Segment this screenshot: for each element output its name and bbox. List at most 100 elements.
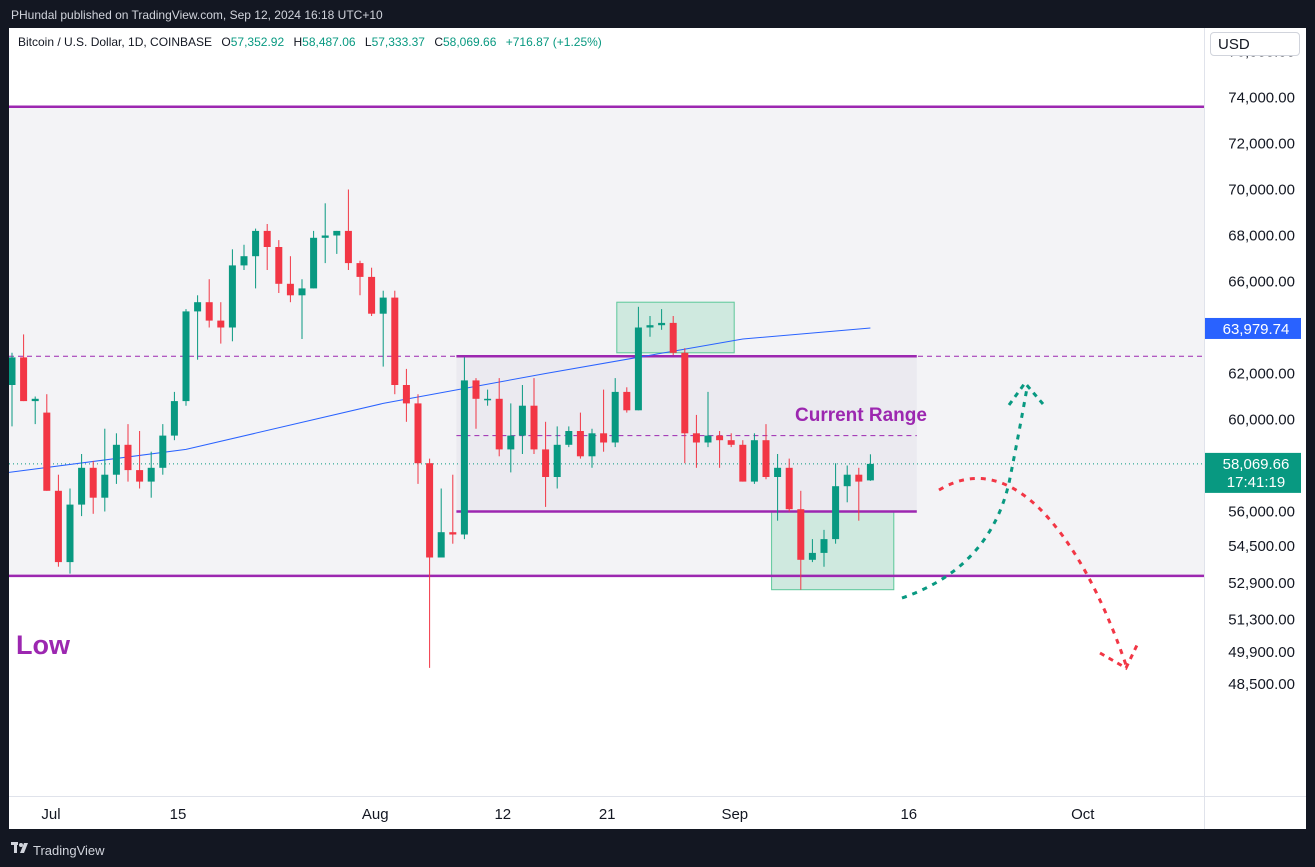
candle [553, 444, 561, 477]
candle [762, 440, 770, 477]
candle [286, 283, 294, 296]
ma-price-badge-text: 63,979.74 [1223, 321, 1290, 338]
low-label: Low [16, 630, 71, 660]
candle [391, 297, 399, 385]
candle [646, 325, 654, 328]
candle [600, 433, 608, 443]
price-tick-label: 62,000.00 [1228, 366, 1295, 383]
time-tick-label: 21 [599, 806, 616, 823]
tradingview-logo-icon [11, 842, 28, 853]
last-price-badge-text: 58,069.66 [1223, 456, 1290, 473]
candle [368, 276, 376, 314]
candle [240, 256, 248, 266]
candle [379, 297, 387, 314]
candle [681, 352, 689, 434]
candle [333, 230, 341, 236]
low-value: 57,333.37 [371, 35, 425, 49]
candle [658, 322, 666, 326]
candle [298, 288, 306, 296]
high-value: 58,487.06 [302, 35, 356, 49]
candle [159, 435, 167, 468]
candle [78, 467, 86, 505]
close-label: C [434, 35, 443, 49]
candle [460, 380, 468, 535]
candle [855, 474, 863, 482]
candle [774, 467, 782, 477]
ma-price-badge [1205, 317, 1301, 339]
symbol-title: Bitcoin / U.S. Dollar, 1D, COINBASE [18, 35, 213, 49]
candle [739, 444, 747, 482]
time-tick-label: 12 [494, 806, 511, 823]
bullish-projection-path [901, 387, 1029, 600]
last-price-badge [1205, 452, 1301, 493]
candle [808, 552, 816, 560]
candle [449, 532, 457, 535]
publish-text: PHundal published on TradingView.com, Se… [11, 8, 383, 22]
price-tick-label: 66,000.00 [1228, 274, 1295, 291]
candle [112, 444, 120, 475]
candle [402, 385, 410, 404]
candle [263, 230, 271, 247]
candle [866, 463, 874, 481]
candle [252, 230, 260, 257]
price-tick-label: 70,000.00 [1228, 182, 1295, 199]
candle [136, 470, 144, 482]
candle [205, 302, 213, 321]
low-label: L [364, 35, 372, 49]
bearish-projection-path [938, 476, 1128, 666]
countdown-badge-text: 17:41:19 [1227, 474, 1285, 491]
candle [321, 235, 329, 238]
change-value: +716.87 (+1.25%) [505, 35, 602, 49]
close-value: 58,069.66 [442, 35, 497, 49]
candle [623, 391, 631, 411]
candle [727, 440, 735, 445]
high-label: H [293, 35, 303, 49]
price-tick-label: 56,000.00 [1228, 504, 1295, 521]
candle [437, 532, 445, 558]
price-tick-label: 68,000.00 [1228, 228, 1295, 245]
plot-area: Current Range Low [9, 105, 1204, 671]
price-tick-label: 52,900.00 [1228, 575, 1295, 592]
bearish-arrow-head [1099, 642, 1140, 671]
candle [217, 320, 225, 328]
candle [785, 467, 793, 510]
candle [170, 401, 178, 436]
candle [228, 265, 236, 328]
candle [820, 539, 828, 553]
currency-selector[interactable]: USD [1210, 32, 1300, 56]
candle [9, 357, 16, 385]
candle [43, 412, 51, 491]
time-tick-label: 15 [170, 806, 187, 823]
candle [832, 486, 840, 540]
current-range-label: Current Range [795, 405, 927, 426]
time-tick-label: 16 [900, 806, 917, 823]
candle [356, 263, 364, 277]
candle [101, 474, 109, 498]
candle [147, 467, 155, 482]
time-tick-label: Aug [362, 806, 389, 823]
candle [484, 398, 492, 401]
candle [194, 302, 202, 312]
candle [426, 463, 434, 558]
candle [344, 230, 352, 264]
price-tick-label: 48,500.00 [1228, 676, 1295, 693]
candle [124, 444, 132, 471]
price-chart[interactable]: Current RangeLow76,000.0074,000.0072,000… [9, 28, 1306, 829]
candle [669, 322, 677, 353]
time-tick-label: Sep [721, 806, 748, 823]
candle [54, 490, 62, 563]
time-tick-label: Oct [1071, 806, 1095, 823]
candle [66, 504, 74, 563]
candle [634, 327, 642, 411]
candle [716, 435, 724, 441]
candle [704, 435, 712, 443]
candle [843, 474, 851, 487]
candle [692, 433, 700, 443]
open-value: 57,352.92 [230, 35, 285, 49]
ohlc-legend: Bitcoin / U.S. Dollar, 1D, COINBASE O57,… [18, 35, 602, 49]
candle [542, 449, 550, 477]
publish-header: PHundal published on TradingView.com, Se… [0, 0, 1315, 28]
candle [750, 440, 758, 482]
candle [31, 398, 39, 402]
candle [495, 398, 503, 450]
